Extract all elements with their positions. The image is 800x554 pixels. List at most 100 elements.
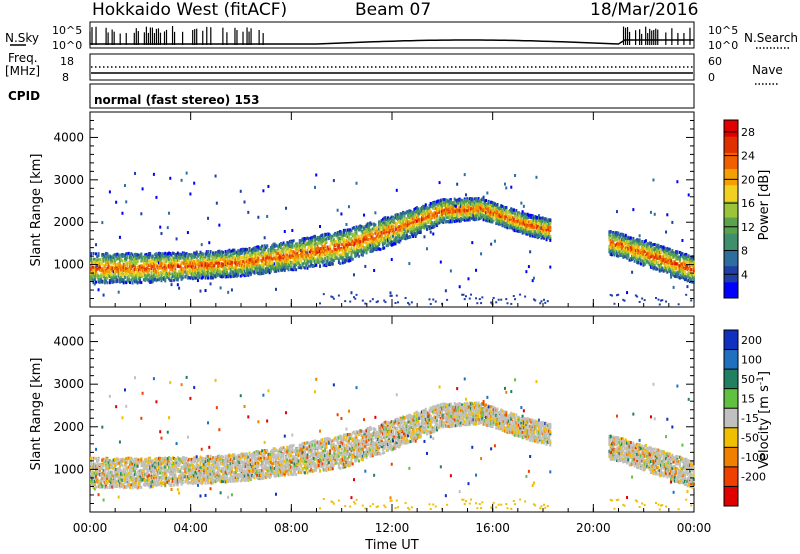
power-echo-cell [300, 246, 303, 250]
power-echo-cell [310, 258, 313, 262]
power-echo-cell [244, 247, 247, 251]
power-echo-cell [213, 267, 216, 271]
power-echo-cell [135, 268, 138, 272]
power-echo-cell [243, 200, 246, 204]
power-echo-cell [368, 226, 371, 230]
power-echo-cell [129, 268, 132, 272]
power-echo-cell [241, 269, 243, 273]
power-echo-cell [134, 171, 137, 175]
power-echo-cell [336, 231, 339, 235]
power-echo-cell [413, 207, 416, 211]
power-echo-cell [175, 253, 178, 257]
power-echo-cell [130, 264, 133, 268]
power-echo-cell [111, 255, 114, 259]
power-echo-cell [213, 259, 216, 263]
power-echo-cell [417, 229, 420, 233]
power-echo-cell [408, 262, 411, 266]
power-echo-cell [405, 231, 408, 235]
power-echo-cell [160, 254, 163, 258]
power-echo-cell [336, 243, 339, 247]
power-echo-cell [96, 264, 99, 268]
power-echo-cell [404, 218, 407, 222]
power-echo-cell [347, 232, 350, 236]
power-echo-cell [212, 265, 215, 269]
power-echo-cell [332, 234, 335, 238]
power-echo-cell [196, 254, 199, 258]
power-echo-cell [369, 221, 372, 225]
power-echo-cell [432, 223, 435, 227]
power-echo-cell [168, 263, 171, 267]
power-echo-cell [252, 270, 255, 274]
power-echo-cell [156, 266, 159, 270]
power-echo-cell [415, 211, 418, 215]
power-echo-cell [97, 280, 100, 284]
power-echo-cell [322, 293, 325, 296]
power-echo-cell [112, 256, 115, 260]
power-echo-cell [288, 259, 291, 263]
power-echo-cell [238, 261, 241, 265]
power-echo-cell [116, 257, 119, 261]
power-echo-cell [201, 270, 204, 274]
power-echo-cell [361, 225, 364, 229]
power-echo-cell [217, 261, 220, 265]
power-echo-cell [207, 262, 210, 266]
power-echo-cell [370, 230, 373, 234]
power-echo-cell [378, 239, 381, 243]
power-echo-cell [444, 219, 447, 223]
power-echo-cell [97, 266, 100, 270]
power-echo-cell [204, 276, 207, 280]
power-echo-cell [320, 237, 323, 241]
power-echo-cell [149, 276, 152, 280]
power-echo-cell [331, 296, 334, 299]
power-echo-cell [414, 210, 417, 214]
power-echo-cell [210, 270, 213, 274]
power-echo-cell [244, 266, 247, 270]
power-echo-cell [503, 182, 506, 186]
power-echo-cell [429, 219, 432, 223]
power-echo-cell [493, 239, 496, 243]
power-echo-cell [420, 225, 423, 229]
power-echo-cell [395, 294, 398, 297]
power-echo-cell [164, 277, 167, 281]
power-echo-cell [204, 271, 207, 275]
power-echo-cell [98, 275, 101, 279]
power-echo-cell [373, 268, 376, 272]
power-echo-cell [204, 255, 207, 259]
power-echo-cell [120, 253, 123, 257]
power-echo-cell [317, 259, 320, 263]
power-echo-cell [330, 261, 333, 265]
power-echo-cell [98, 264, 101, 268]
power-echo-cell [354, 241, 357, 245]
power-echo-cell [355, 225, 358, 229]
power-echo-cell [326, 234, 329, 238]
power-echo-cell [145, 277, 148, 281]
power-echo-cell [107, 256, 110, 260]
power-echo-cell [198, 268, 201, 272]
power-echo-cell [267, 257, 270, 261]
power-echo-cell [330, 295, 333, 298]
power-echo-cell [389, 237, 392, 241]
power-echo-cell [191, 267, 194, 271]
power-echo-cell [301, 250, 304, 254]
power-echo-cell [424, 206, 427, 210]
power-echo-cell [352, 273, 355, 277]
power-echo-cell [208, 241, 211, 245]
power-echo-cell [116, 263, 119, 267]
power-echo-cell [317, 235, 320, 239]
power-echo-cell [360, 229, 363, 233]
power-echo-cell [350, 229, 353, 233]
power-echo-cell [246, 264, 249, 268]
power-echo-cell [144, 254, 147, 258]
power-echo-cell [174, 253, 177, 257]
power-echo-cell [227, 261, 230, 265]
power-echo-cell [412, 210, 415, 214]
power-echo-cell [256, 259, 259, 263]
power-echo-cell [319, 302, 322, 305]
power-echo-cell [205, 268, 208, 272]
power-echo-cell [407, 223, 410, 227]
power-echo-cell [322, 246, 325, 250]
power-echo-cell [219, 286, 222, 290]
power-echo-cell [364, 235, 367, 239]
power-echo-cell [403, 217, 406, 221]
